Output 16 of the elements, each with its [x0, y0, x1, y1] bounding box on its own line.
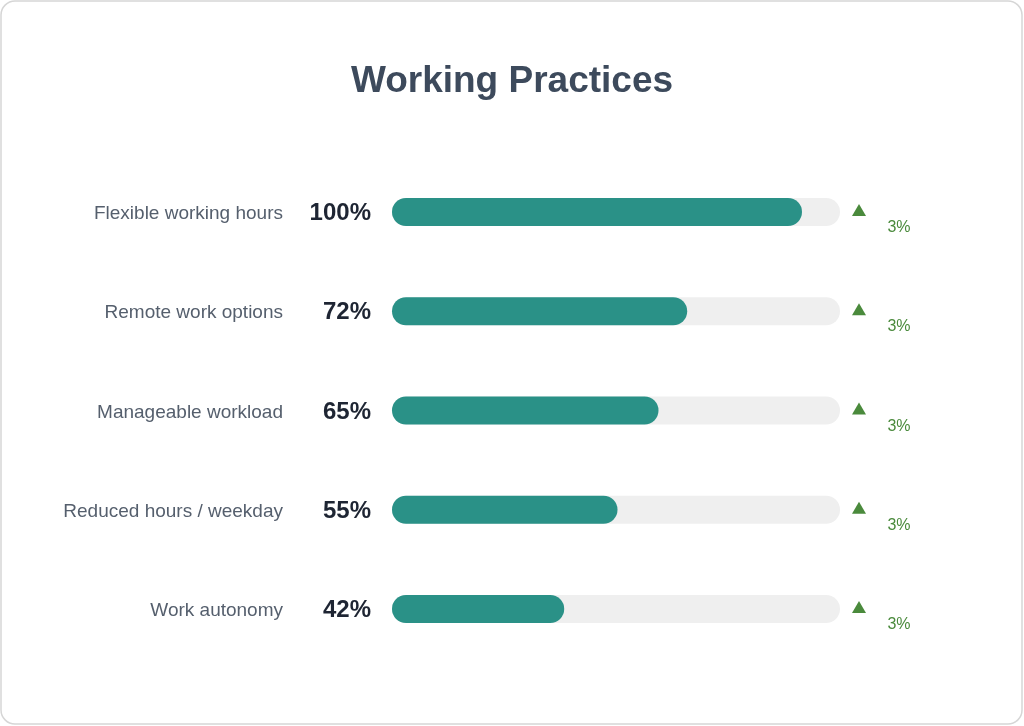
text: 3% [887, 615, 911, 632]
y-tick-label: Flexible working hours [93, 202, 283, 223]
data-label: 100% [309, 198, 371, 225]
data-label: 55% [322, 495, 371, 523]
y-tick-label: Reduced hours / weekday [63, 499, 284, 521]
y-tick-label: Remote work options [104, 301, 283, 323]
text: 3% [887, 416, 911, 434]
y-tick-label: Manageable workload [97, 400, 283, 422]
text: 3% [887, 317, 911, 335]
data-label: 42% [322, 595, 371, 622]
data-label: 72% [322, 297, 371, 325]
y-tick-label: Work autonomy [150, 599, 284, 620]
text: 3% [887, 515, 911, 533]
data-label: 65% [322, 396, 371, 424]
chart-title: Working Practices [350, 59, 674, 100]
text: 3% [887, 218, 911, 235]
